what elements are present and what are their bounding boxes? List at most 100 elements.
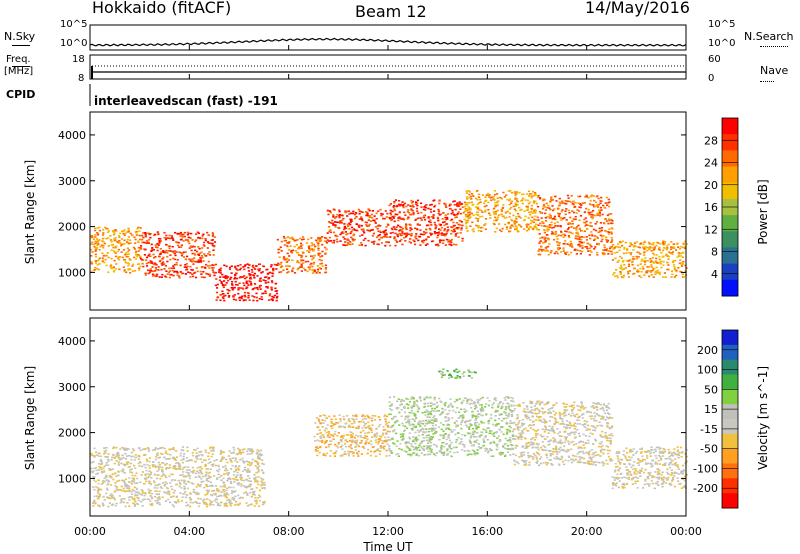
heatmap-cell (403, 430, 406, 432)
heatmap-cell (207, 452, 210, 454)
heatmap-cell (336, 240, 339, 243)
heatmap-cell (287, 265, 290, 267)
heatmap-cell (623, 248, 626, 250)
heatmap-cell (557, 212, 560, 215)
heatmap-cell (629, 242, 632, 244)
heatmap-cell (390, 219, 393, 222)
heatmap-cell (230, 283, 234, 285)
heatmap-cell (582, 221, 585, 224)
heatmap-cell (164, 265, 168, 267)
heatmap-cell (496, 410, 499, 413)
heatmap-cell (499, 401, 502, 403)
heatmap-cell (581, 202, 584, 204)
heatmap-cell (298, 261, 301, 264)
heatmap-cell (367, 239, 370, 242)
heatmap-cell (310, 244, 313, 247)
heatmap-cell (480, 226, 483, 229)
heatmap-cell (449, 219, 452, 222)
heatmap-cell (508, 230, 511, 233)
heatmap-cell (437, 410, 440, 412)
heatmap-cell (339, 446, 342, 448)
heatmap-cell (385, 233, 388, 236)
heatmap-cell (590, 213, 593, 216)
heatmap-cell (499, 402, 502, 404)
heatmap-cell (317, 244, 320, 246)
heatmap-cell (495, 227, 498, 230)
heatmap-cell (118, 458, 121, 461)
heatmap-cell (476, 189, 479, 192)
heatmap-cell (258, 494, 261, 497)
heatmap-cell (331, 241, 334, 244)
heatmap-cell (559, 216, 562, 219)
heatmap-cell (425, 231, 428, 234)
heatmap-cell (185, 471, 188, 474)
heatmap-cell (531, 190, 535, 193)
heatmap-cell (140, 258, 143, 260)
heatmap-cell (148, 253, 151, 256)
heatmap-cell (135, 254, 138, 256)
heatmap-cell (415, 207, 419, 210)
heatmap-cell (131, 483, 134, 485)
heatmap-cell (417, 408, 420, 411)
heatmap-cell (467, 206, 470, 208)
heatmap-cell (612, 248, 615, 250)
heatmap-cell (122, 487, 125, 490)
heatmap-cell (263, 481, 266, 484)
heatmap-cell (200, 273, 203, 275)
heatmap-cell (217, 502, 220, 505)
heatmap-cell (158, 463, 161, 466)
heatmap-cell (147, 261, 150, 264)
heatmap-cell (374, 415, 377, 417)
heatmap-cell (185, 475, 188, 478)
heatmap-cell (323, 442, 326, 445)
heatmap-cell (258, 489, 261, 492)
heatmap-cell (103, 499, 106, 501)
heatmap-cell (177, 480, 180, 482)
heatmap-cell (421, 427, 424, 430)
heatmap-cell (107, 271, 110, 273)
heatmap-cell (432, 443, 436, 446)
heatmap-cell (399, 217, 402, 220)
heatmap-cell (496, 201, 499, 204)
heatmap-cell (328, 236, 331, 239)
heatmap-cell (243, 284, 246, 287)
heatmap-cell (128, 505, 131, 507)
heatmap-cell (267, 277, 270, 280)
heatmap-cell (601, 235, 604, 238)
heatmap-cell (409, 242, 412, 244)
heatmap-cell (180, 474, 183, 477)
heatmap-cell (366, 414, 369, 417)
heatmap-cell (604, 202, 607, 204)
heatmap-cell (129, 462, 132, 465)
heatmap-cell (389, 236, 392, 238)
heatmap-cell (378, 234, 381, 236)
heatmap-cell (451, 209, 454, 212)
heatmap-cell (135, 491, 138, 493)
heatmap-cell (647, 241, 651, 244)
heatmap-cell (555, 231, 558, 233)
heatmap-cell (411, 418, 414, 420)
heatmap-cell (391, 438, 394, 440)
heatmap-cell (136, 477, 139, 480)
heatmap-cell (214, 492, 217, 495)
heatmap-cell (288, 265, 291, 268)
heatmap-cell (148, 271, 152, 274)
heatmap-cell (588, 203, 592, 205)
heatmap-cell (477, 400, 480, 403)
heatmap-cell (494, 204, 497, 206)
heatmap-cell (413, 412, 416, 415)
heatmap-cell (466, 454, 469, 456)
heatmap-cell (207, 242, 210, 244)
heatmap-cell (115, 245, 118, 248)
heatmap-cell (463, 444, 466, 446)
heatmap-cell (200, 467, 203, 470)
heatmap-cell (352, 414, 355, 417)
heatmap-cell (484, 196, 487, 198)
heatmap-cell (460, 202, 463, 205)
heatmap-cell (504, 454, 507, 457)
heatmap-cell (442, 441, 446, 444)
heatmap-cell (150, 250, 153, 252)
heatmap-cell (350, 447, 353, 450)
heatmap-cell (156, 501, 159, 504)
heatmap-cell (403, 429, 406, 431)
